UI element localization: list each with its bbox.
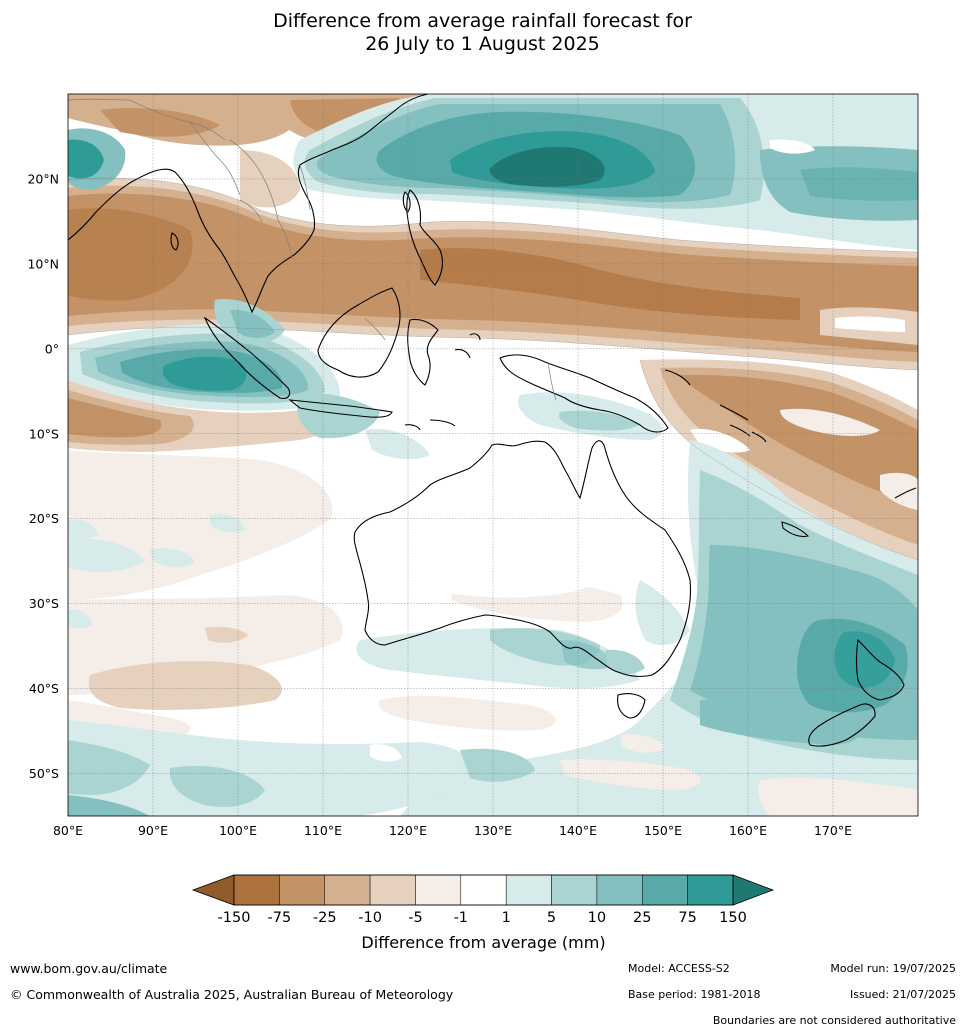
latitude-label: 50°S	[29, 766, 59, 781]
longitude-label: 160°E	[729, 823, 767, 838]
new-guinea-coastline	[499, 354, 669, 433]
latitude-label: 20°N	[27, 171, 59, 186]
colorbar-segment	[324, 874, 371, 906]
disclaimer-text: Boundaries are not considered authoritat…	[712, 1014, 956, 1027]
longitude-label: 130°E	[474, 823, 512, 838]
colorbar-tick-label: -5	[408, 910, 422, 926]
longitude-label: 90°E	[138, 823, 168, 838]
coastlines	[68, 94, 917, 747]
colorbar-segment	[551, 874, 598, 906]
java-coastline	[288, 399, 393, 418]
colorbar: -150 -75 -25 -10 -5 -1 1 5 10 25 75 150 Difference f…	[191, 874, 775, 952]
colorbar-tick-label: 10	[588, 910, 606, 926]
colorbar-segment	[460, 874, 507, 906]
colorbar-tick-label: -25	[313, 910, 337, 926]
borneo-coastline	[317, 287, 401, 378]
longitude-label: 120°E	[389, 823, 427, 838]
base-period-text: Base period: 1981-2018	[628, 988, 761, 1001]
map-frame	[67, 93, 919, 817]
website-link[interactable]: www.bom.gov.au/climate	[10, 961, 168, 976]
colorbar-segment	[687, 874, 734, 906]
sri-lanka-coastline	[170, 232, 179, 251]
colorbar-tick-label: 75	[678, 910, 696, 926]
tasmania-coastline	[617, 693, 646, 719]
colorbar-segment	[369, 874, 416, 906]
longitude-label: 150°E	[644, 823, 682, 838]
colorbar-extend-high	[732, 874, 775, 906]
colorbar-tick-label: 25	[633, 910, 651, 926]
colorbar-segment	[279, 874, 325, 906]
longitude-label: 140°E	[559, 823, 597, 838]
latitude-label: 30°S	[29, 596, 59, 611]
wet-anomaly-tasman	[400, 440, 918, 816]
colorbar-tick-label: 1	[502, 910, 511, 926]
colorbar-tick-label: -10	[358, 910, 382, 926]
colorbar-tick-label: 5	[547, 910, 556, 926]
new-caledonia-coastline	[781, 521, 810, 538]
contour-lines	[68, 177, 918, 561]
new-zealand-south-coastline	[808, 703, 876, 747]
rainfall-anomaly-field	[68, 94, 918, 816]
latitude-labels: 20°N 10°N 0° 10°S 20°S 30°S 40°S 50°S	[27, 171, 59, 781]
colorbar-segment	[642, 874, 688, 906]
wet-anomaly-north	[68, 94, 918, 250]
issued-text: Issued: 21/07/2025	[849, 988, 956, 1001]
model-text: Model: ACCESS-S2	[628, 962, 730, 975]
graticule	[68, 94, 918, 816]
longitude-label: 170°E	[814, 823, 852, 838]
latitude-label: 0°	[45, 341, 59, 356]
colorbar-title: Difference from average (mm)	[361, 933, 605, 952]
colorbar-tick-label: -1	[454, 910, 468, 926]
latitude-label: 10°N	[27, 256, 59, 271]
colorbar-tick-label: -150	[218, 910, 251, 926]
sulawesi-coastline	[407, 318, 439, 386]
colorbar-segment	[233, 874, 280, 906]
colorbar-extend-low	[191, 874, 235, 906]
colorbar-tick-label: -75	[268, 910, 292, 926]
australia-coastline	[353, 440, 692, 677]
wet-anomaly-southern-ocean	[68, 514, 918, 816]
latitude-label: 40°S	[29, 681, 59, 696]
colorbar-tick-label: 150	[719, 910, 747, 926]
wet-anomaly-maritime	[214, 299, 663, 460]
model-run-text: Model run: 19/07/2025	[830, 962, 956, 975]
latitude-label: 20°S	[29, 511, 59, 526]
colorbar-frame	[233, 874, 734, 906]
neutral-region	[332, 441, 660, 598]
longitude-label: 100°E	[219, 823, 257, 838]
colorbar-segment	[415, 874, 462, 906]
longitude-labels: 80°E 90°E 100°E 110°E 120°E 130°E 140°E 150°E 16…	[53, 823, 852, 838]
longitude-label: 80°E	[53, 823, 83, 838]
colorbar-segment	[505, 874, 552, 906]
new-zealand-north-coastline	[855, 638, 905, 701]
map-title-line1: Difference from average rainfall forecas…	[273, 10, 692, 32]
dry-anomaly-pacific	[640, 359, 918, 560]
colorbar-segment	[596, 874, 643, 906]
asia-coastline	[68, 94, 429, 314]
longitude-label: 110°E	[304, 823, 342, 838]
map-title-line2: 26 July to 1 August 2025	[365, 33, 600, 55]
wet-anomaly-indian-ocean	[68, 323, 340, 411]
map-title: Difference from average rainfall forecas…	[0, 10, 965, 56]
copyright-text: © Commonwealth of Australia 2025, Austra…	[10, 987, 454, 1002]
latitude-label: 10°S	[29, 426, 59, 441]
